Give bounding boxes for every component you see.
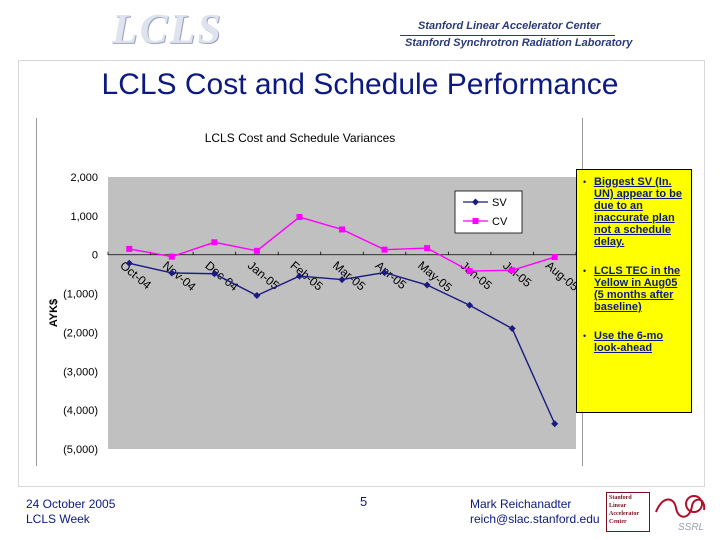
data-point-cv <box>424 245 431 252</box>
slide-title: LCLS Cost and Schedule Performance <box>101 68 619 101</box>
header-divider <box>400 35 615 36</box>
legend-cv-marker <box>472 218 479 224</box>
page-number: 5 <box>360 494 368 509</box>
logo-line: Accelerator <box>609 511 639 517</box>
note-text: LCLS TEC in the Yellow in Aug05 (5 month… <box>594 265 681 313</box>
y-tick-labels: 2,000 1,000 0 (1,000) (2,000) (3,000) (4,000) (… <box>63 172 98 456</box>
data-point-sv <box>210 270 218 278</box>
data-point-cv <box>253 247 260 254</box>
footer-contact-block: Mark Reichanadter reich@slac.stanford.ed… <box>470 497 600 527</box>
lcls-logo: LCLS <box>112 7 223 53</box>
data-point-sv <box>508 325 516 333</box>
data-point-cv <box>466 268 473 275</box>
data-point-cv <box>126 245 133 252</box>
data-point-sv <box>551 420 559 428</box>
chart-legend: SV CV <box>454 190 523 234</box>
chart-title: LCLS Cost and Schedule Variances <box>205 131 396 145</box>
bullet-icon: • <box>583 331 587 341</box>
legend-sv-label: SV <box>492 197 507 209</box>
notes-callout: • Biggest SV (In. UN) appear to be due t… <box>576 169 692 413</box>
data-point-sv <box>466 301 474 309</box>
data-point-sv <box>125 259 133 267</box>
series-layer <box>125 214 559 428</box>
y-tick-label: 1,000 <box>70 211 98 223</box>
data-point-cv <box>381 246 388 253</box>
data-point-cv <box>168 253 175 260</box>
data-point-cv <box>339 226 345 233</box>
data-point-sv <box>338 276 346 284</box>
footer-author: Mark Reichanadter <box>470 497 572 511</box>
data-point-cv <box>551 254 558 261</box>
y-tick-label: 2,000 <box>70 172 98 184</box>
data-point-sv <box>168 269 176 277</box>
slide-header: LCLS Stanford Linear Accelerator Center … <box>0 0 720 58</box>
legend-box <box>454 190 523 234</box>
bullet-icon: • <box>583 266 587 276</box>
y-tick-label: (5,000) <box>63 444 98 456</box>
logo-line: Linear <box>609 503 627 509</box>
note-item: • Use the 6-mo look-ahead <box>583 330 685 354</box>
note-text: Biggest SV (In. UN) appear to be due to … <box>594 176 683 248</box>
bullet-icon: • <box>583 177 587 187</box>
legend-sv-marker <box>472 198 479 206</box>
data-point-sv <box>295 272 303 280</box>
data-point-cv <box>211 239 218 246</box>
header-institution: Stanford Linear Accelerator Center <box>418 20 601 32</box>
note-text: Use the 6-mo look-ahead <box>594 330 664 354</box>
logo-line: Center <box>609 519 627 525</box>
ssrl-text: SSRL <box>678 522 704 533</box>
slac-logo: Stanford Linear Accelerator Center <box>606 492 650 532</box>
note-item: • LCLS TEC in the Yellow in Aug05 (5 mon… <box>583 265 685 313</box>
data-point-cv <box>296 214 303 221</box>
data-point-sv <box>381 269 389 277</box>
y-tick-label: (4,000) <box>63 405 98 417</box>
note-item: • Biggest SV (In. UN) appear to be due t… <box>583 176 685 248</box>
y-axis-label: AYK$ <box>48 299 60 327</box>
footer-email: reich@slac.stanford.edu <box>470 512 600 526</box>
logo-line: Stanford <box>609 495 632 501</box>
legend-cv-label: CV <box>492 216 508 228</box>
y-tick-label: (3,000) <box>63 366 98 378</box>
data-point-sv <box>253 292 261 300</box>
footer-date-block: 24 October 2005 LCLS Week <box>26 497 115 527</box>
footer-event: LCLS Week <box>26 512 90 526</box>
y-tick-label: 0 <box>92 250 98 262</box>
y-tick-label: (2,000) <box>63 327 98 339</box>
data-point-sv <box>423 281 431 289</box>
ssrl-logo: SSRL <box>655 495 706 533</box>
footer-date: 24 October 2005 <box>26 497 116 511</box>
header-laboratory: Stanford Synchrotron Radiation Laborator… <box>405 37 633 49</box>
y-tick-label: (1,000) <box>63 289 98 301</box>
data-point-cv <box>509 267 516 274</box>
